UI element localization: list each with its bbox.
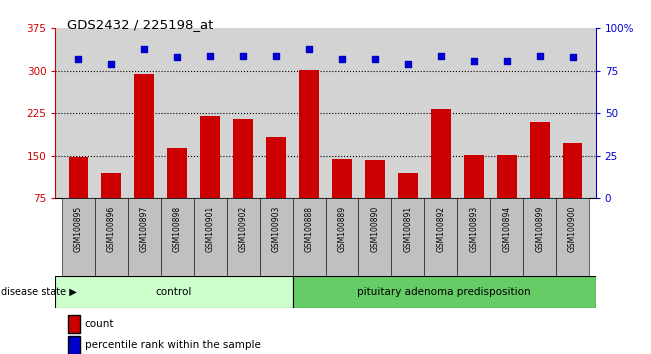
Text: count: count xyxy=(85,319,114,329)
Text: GSM100902: GSM100902 xyxy=(239,206,247,252)
Point xyxy=(370,56,380,62)
Bar xyxy=(332,159,352,198)
Bar xyxy=(292,198,326,276)
Bar xyxy=(201,116,220,198)
Bar xyxy=(562,143,583,198)
Bar xyxy=(62,198,95,276)
Text: GSM100892: GSM100892 xyxy=(436,206,445,252)
Text: GSM100888: GSM100888 xyxy=(305,206,314,252)
Bar xyxy=(55,276,292,308)
Bar xyxy=(102,173,121,198)
Text: GSM100901: GSM100901 xyxy=(206,206,215,252)
Text: GSM100891: GSM100891 xyxy=(404,206,412,252)
Bar xyxy=(457,198,490,276)
Bar xyxy=(68,157,89,198)
Bar xyxy=(233,119,253,198)
Text: GSM100890: GSM100890 xyxy=(370,206,380,252)
Point xyxy=(238,53,248,58)
Point xyxy=(501,58,512,63)
Text: disease state ▶: disease state ▶ xyxy=(1,287,77,297)
Bar xyxy=(95,198,128,276)
Point xyxy=(403,61,413,67)
Text: control: control xyxy=(156,287,192,297)
Bar xyxy=(266,137,286,198)
Point xyxy=(139,46,150,52)
Text: GSM100900: GSM100900 xyxy=(568,206,577,252)
Text: GSM100903: GSM100903 xyxy=(271,206,281,252)
Bar xyxy=(161,198,194,276)
Text: GSM100899: GSM100899 xyxy=(535,206,544,252)
Bar xyxy=(556,198,589,276)
Bar xyxy=(227,198,260,276)
Point xyxy=(172,55,182,60)
Text: GSM100893: GSM100893 xyxy=(469,206,478,252)
Bar xyxy=(523,198,556,276)
Bar xyxy=(128,198,161,276)
Point xyxy=(534,53,545,58)
Bar xyxy=(292,276,596,308)
Point xyxy=(568,55,578,60)
Text: GSM100895: GSM100895 xyxy=(74,206,83,252)
Bar xyxy=(497,155,517,198)
Bar xyxy=(365,160,385,198)
Bar xyxy=(194,198,227,276)
Text: pituitary adenoma predisposition: pituitary adenoma predisposition xyxy=(357,287,531,297)
Text: GSM100894: GSM100894 xyxy=(502,206,511,252)
Text: GSM100897: GSM100897 xyxy=(140,206,149,252)
Point xyxy=(469,58,479,63)
Bar xyxy=(391,198,424,276)
Bar xyxy=(167,148,187,198)
Point xyxy=(106,61,117,67)
Bar xyxy=(424,198,457,276)
Text: GSM100898: GSM100898 xyxy=(173,206,182,252)
Bar xyxy=(530,122,549,198)
Text: percentile rank within the sample: percentile rank within the sample xyxy=(85,340,260,350)
Bar xyxy=(299,70,319,198)
Bar xyxy=(398,173,418,198)
Text: GSM100896: GSM100896 xyxy=(107,206,116,252)
Point xyxy=(436,53,446,58)
Point xyxy=(205,53,215,58)
Bar xyxy=(326,198,359,276)
Point xyxy=(304,46,314,52)
Bar xyxy=(134,74,154,198)
Point xyxy=(337,56,347,62)
Point xyxy=(271,53,281,58)
Point xyxy=(73,56,83,62)
Text: GDS2432 / 225198_at: GDS2432 / 225198_at xyxy=(67,18,213,31)
Bar xyxy=(464,155,484,198)
Bar xyxy=(359,198,391,276)
Text: GSM100889: GSM100889 xyxy=(337,206,346,252)
Bar xyxy=(260,198,292,276)
Bar xyxy=(490,198,523,276)
Bar xyxy=(431,109,450,198)
